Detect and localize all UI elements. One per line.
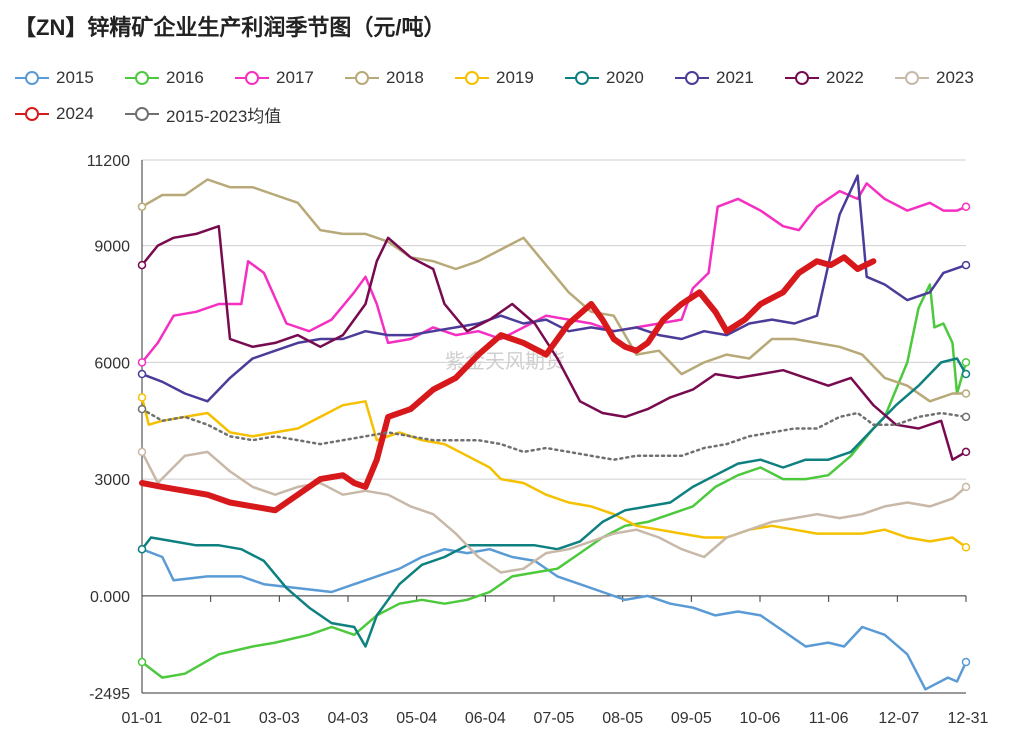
series-point — [137, 404, 147, 414]
legend-label: 2015 — [56, 68, 94, 87]
series-line-2020 — [140, 357, 968, 648]
y-tick-label: -2495 — [89, 686, 130, 703]
x-tick-label: 03-03 — [259, 710, 300, 727]
series-line-2019 — [140, 396, 968, 549]
series-point — [961, 389, 971, 398]
legend-label: 2020 — [606, 68, 644, 87]
x-tick-label: 10-06 — [740, 710, 781, 727]
y-tick-label: 3000 — [94, 472, 130, 489]
series-point — [961, 482, 971, 492]
x-tick-label: 07-05 — [534, 710, 575, 727]
series-point — [961, 202, 971, 211]
legend-item[interactable]: 2019 — [454, 66, 534, 90]
legend-swatch-icon — [15, 71, 49, 85]
chart-title: 【ZN】锌精矿企业生产利润季节图（元/吨） — [14, 15, 446, 40]
series-point — [137, 260, 147, 270]
series-point — [961, 657, 971, 667]
x-tick-label: 09-05 — [671, 710, 712, 727]
series-point — [137, 202, 147, 211]
series-point — [137, 393, 147, 402]
series-line-2023 — [140, 450, 968, 574]
series-point — [137, 369, 147, 379]
y-tick-label: 0.000 — [90, 589, 130, 606]
legend-label: 2023 — [936, 68, 974, 87]
legend-swatch-icon — [125, 71, 159, 85]
series-point — [961, 369, 971, 379]
x-tick-label: 12-07 — [878, 710, 919, 727]
x-tick-label: 04-03 — [328, 710, 369, 727]
series-line-2022 — [140, 224, 968, 461]
legend-label: 2022 — [826, 68, 864, 87]
x-tick-label: 06-04 — [465, 710, 506, 727]
x-tick-label: 11-06 — [809, 710, 849, 727]
x-tick-label: 05-04 — [396, 710, 437, 727]
series-point — [137, 358, 147, 367]
legend-item[interactable]: 2016 — [124, 66, 204, 90]
series-line-2015 — [140, 547, 968, 691]
series-line-2018 — [140, 178, 968, 403]
legend-item[interactable]: 2022 — [784, 66, 864, 90]
series-line-2021 — [140, 174, 968, 403]
series-point — [137, 657, 147, 667]
legend-item[interactable]: 2023 — [894, 66, 974, 90]
x-tick-label: 08-05 — [602, 710, 643, 727]
series-point — [137, 544, 147, 554]
x-tick-label: 01-01 — [122, 710, 163, 727]
legend-item[interactable]: 2021 — [674, 66, 754, 90]
y-tick-label: 11200 — [87, 153, 130, 170]
legend-swatch-icon — [895, 71, 929, 85]
legend-swatch-icon — [785, 71, 819, 85]
legend-swatch-icon — [345, 71, 379, 85]
series-point — [961, 412, 971, 422]
axes: 11200 9000 6000 3000 0.000 -2495 01-01 02-01 03-… — [87, 153, 989, 727]
series-line-2016 — [140, 283, 968, 679]
x-tick-label: 02-01 — [190, 710, 231, 727]
legend-swatch-icon — [125, 107, 159, 121]
y-tick-label: 6000 — [94, 355, 130, 372]
series-point — [137, 447, 147, 457]
legend-swatch-icon — [15, 107, 49, 121]
series-point — [961, 447, 971, 457]
series-point — [961, 358, 971, 367]
series-point — [961, 260, 971, 270]
legend-label: 2017 — [276, 68, 314, 87]
x-tick-label: 12-31 — [948, 710, 989, 727]
series-layer — [137, 174, 971, 691]
grid-lines — [142, 159, 966, 694]
legend-swatch-icon — [675, 71, 709, 85]
legend-label: 2018 — [386, 68, 424, 87]
legend-swatch-icon — [455, 71, 489, 85]
series-point — [961, 542, 971, 552]
legend-item[interactable]: 2018 — [344, 66, 424, 90]
series-line-2015-2023均值 — [140, 407, 968, 461]
legend-item[interactable]: 2020 — [564, 66, 644, 90]
legend-item[interactable]: 2015 — [14, 66, 94, 90]
legend-label: 2015-2023均值 — [166, 106, 282, 126]
legend-swatch-icon — [565, 71, 599, 85]
legend-label: 2021 — [716, 68, 754, 87]
legend-label: 2024 — [56, 104, 94, 123]
legend-item[interactable]: 2024 — [14, 102, 94, 126]
y-tick-label: 9000 — [94, 239, 130, 256]
legend-label: 2019 — [496, 68, 534, 87]
series-line-2024 — [139, 254, 877, 514]
legend-item[interactable]: 2015-2023均值 — [124, 102, 281, 126]
legend-label: 2016 — [166, 68, 204, 87]
legend-swatch-icon — [235, 71, 269, 85]
legend-item[interactable]: 2017 — [234, 66, 314, 90]
